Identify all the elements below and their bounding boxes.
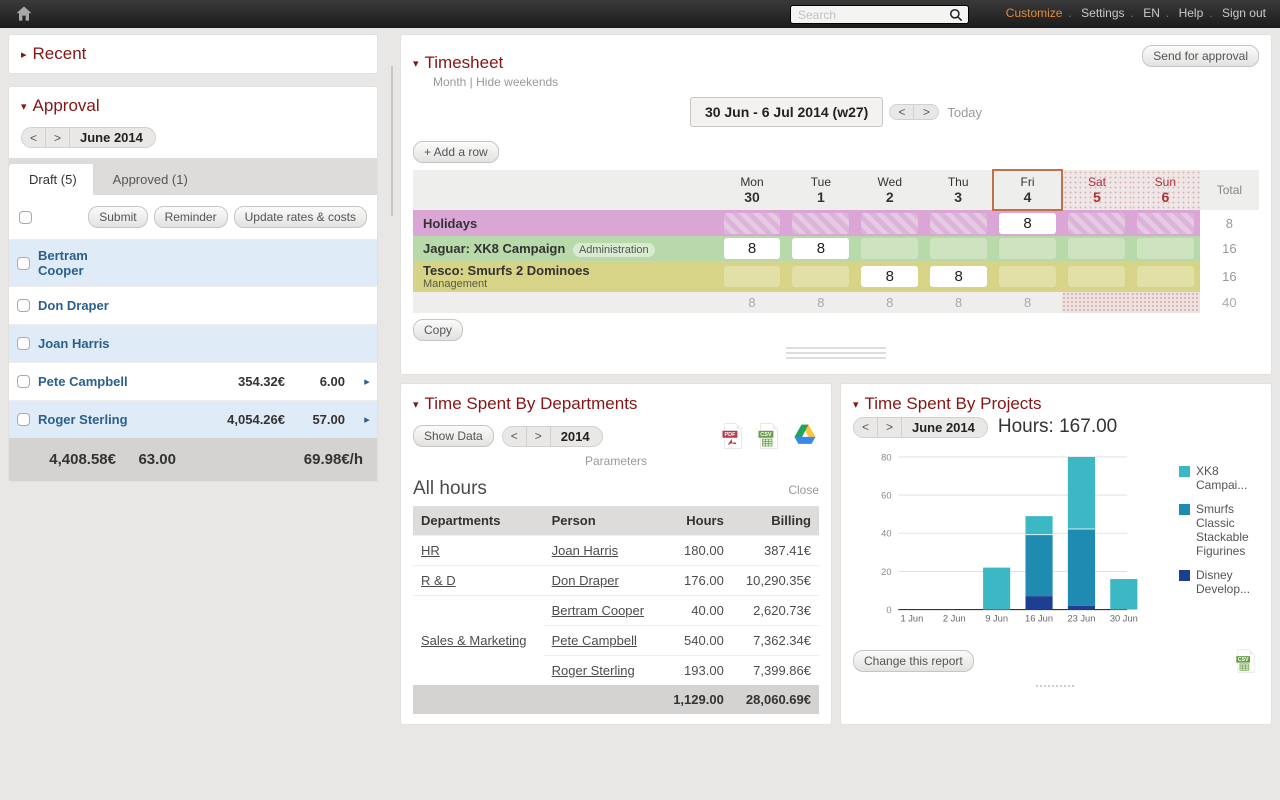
svg-text:9 Jun: 9 Jun <box>985 613 1008 623</box>
svg-text:80: 80 <box>881 452 891 462</box>
svg-text:0: 0 <box>886 605 891 615</box>
svg-text:16 Jun: 16 Jun <box>1025 613 1053 623</box>
svg-text:CSV: CSV <box>760 432 772 438</box>
svg-text:30 Jun: 30 Jun <box>1110 613 1138 623</box>
svg-text:60: 60 <box>881 491 891 501</box>
svg-text:20: 20 <box>881 567 891 577</box>
svg-text:2 Jun: 2 Jun <box>943 613 966 623</box>
svg-text:PDF: PDF <box>724 432 736 438</box>
svg-text:1 Jun: 1 Jun <box>900 613 923 623</box>
svg-text:40: 40 <box>881 529 891 539</box>
svg-text:CSV: CSV <box>1238 657 1249 663</box>
svg-text:23 Jun: 23 Jun <box>1067 613 1095 623</box>
